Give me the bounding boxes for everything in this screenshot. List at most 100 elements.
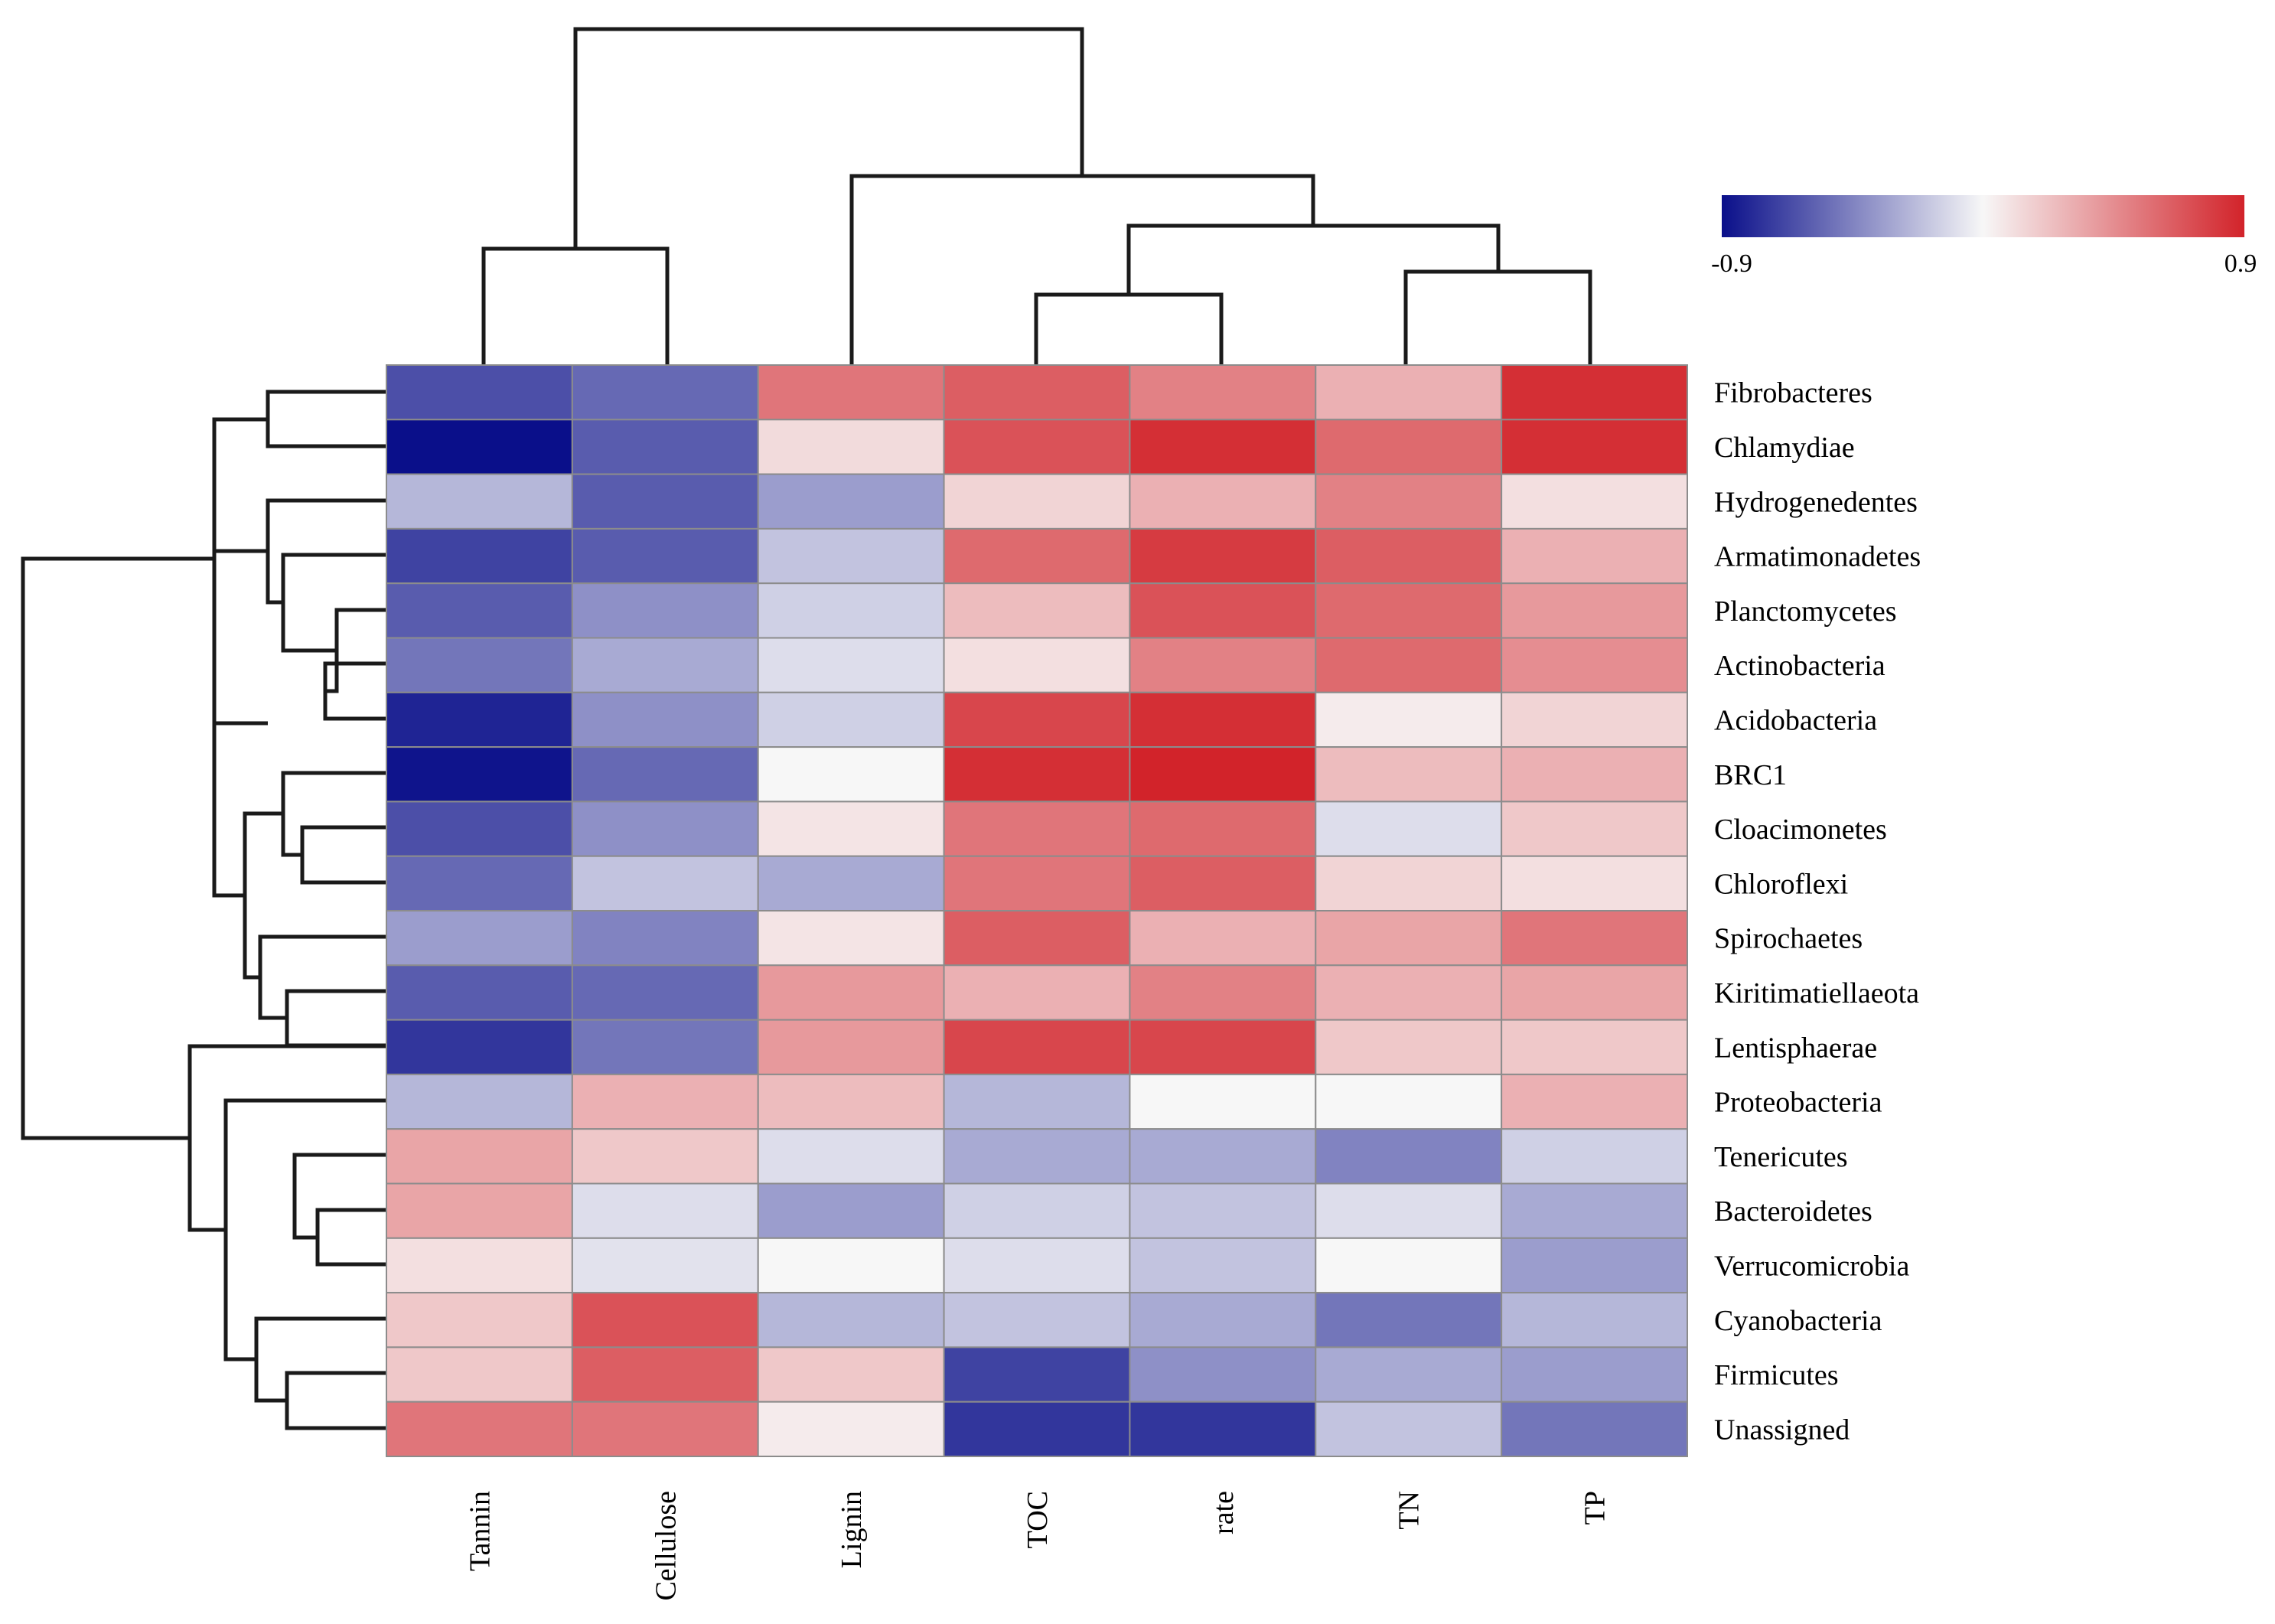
heatmap-cell-spirochaetes-toc: [943, 910, 1131, 967]
heatmap-cell-actinobacteria-rate: [1129, 637, 1317, 693]
heatmap-cell-planctomycetes-tannin: [386, 582, 573, 639]
heatmap-cell-chloroflexi-tn: [1315, 855, 1503, 911]
heatmap-cell-acidobacteria-toc: [943, 691, 1131, 748]
heatmap-cell-acidobacteria-cellulose: [571, 691, 759, 748]
heatmap-cell-cloacimonetes-lignin: [757, 801, 945, 857]
heatmap-cell-armatimonadetes-rate: [1129, 527, 1317, 585]
heatmap-cell-acidobacteria-tannin: [386, 691, 573, 748]
heatmap-cell-proteobacteria-toc: [943, 1073, 1131, 1130]
row-label-planctomycetes: Planctomycetes: [1714, 595, 1896, 628]
row-label-chlamydiae: Chlamydiae: [1714, 432, 1855, 464]
heatmap-cell-planctomycetes-rate: [1129, 582, 1317, 639]
heatmap-cell-chloroflexi-toc: [943, 855, 1131, 911]
heatmap-cell-cloacimonetes-tn: [1315, 801, 1503, 857]
heatmap-cell-brc1-tn: [1315, 746, 1503, 803]
heatmap-cell-unassigned-lignin: [757, 1401, 945, 1457]
heatmap-cell-kiritimatiellaeota-cellulose: [571, 964, 759, 1021]
heatmap-cell-planctomycetes-lignin: [757, 582, 945, 639]
row-label-actinobacteria: Actinobacteria: [1714, 650, 1886, 682]
heatmap-cell-hydrogenedentes-toc: [943, 473, 1131, 530]
heatmap-cell-armatimonadetes-toc: [943, 527, 1131, 585]
heatmap-cell-bacteroidetes-tn: [1315, 1182, 1503, 1239]
column-label-tp: TP: [1579, 1491, 1612, 1525]
heatmap-cell-cyanobacteria-toc: [943, 1292, 1131, 1348]
heatmap-cell-cloacimonetes-tp: [1501, 801, 1688, 857]
heatmap-cell-hydrogenedentes-tannin: [386, 473, 573, 530]
heatmap-cell-kiritimatiellaeota-toc: [943, 964, 1131, 1021]
column-label-lignin: Lignin: [836, 1491, 868, 1568]
heatmap-cell-kiritimatiellaeota-rate: [1129, 964, 1317, 1021]
heatmap-cell-firmicutes-tannin: [386, 1346, 573, 1403]
heatmap-cell-planctomycetes-toc: [943, 582, 1131, 639]
heatmap-cell-chlamydiae-tannin: [386, 419, 573, 475]
heatmap-cell-tenericutes-toc: [943, 1128, 1131, 1185]
heatmap-cell-hydrogenedentes-rate: [1129, 473, 1317, 530]
heatmap-cell-bacteroidetes-tannin: [386, 1182, 573, 1239]
heatmap-cell-chloroflexi-tannin: [386, 855, 573, 911]
heatmap-cell-actinobacteria-lignin: [757, 637, 945, 693]
row-labels: Fibrobacteres Chlamydiae Hydrogenedentes Ar…: [1714, 377, 1921, 1446]
heatmap-cell-lentisphaerae-cellulose: [571, 1019, 759, 1075]
heatmap-cell-firmicutes-cellulose: [571, 1346, 759, 1403]
heatmap-cell-chloroflexi-cellulose: [571, 855, 759, 911]
heatmap-cell-kiritimatiellaeota-tn: [1315, 964, 1503, 1021]
heatmap-cell-unassigned-toc: [943, 1401, 1131, 1457]
heatmap-cell-chlamydiae-tn: [1315, 419, 1503, 475]
heatmap-cell-proteobacteria-tn: [1315, 1073, 1503, 1130]
heatmap-cell-verrucomicrobia-rate: [1129, 1237, 1317, 1294]
heatmap-cell-firmicutes-rate: [1129, 1346, 1317, 1403]
column-label-tn: TN: [1393, 1491, 1426, 1530]
heatmap-cell-actinobacteria-tp: [1501, 637, 1688, 693]
heatmap-cell-firmicutes-toc: [943, 1346, 1131, 1403]
heatmap-cell-acidobacteria-rate: [1129, 691, 1317, 748]
column-dendrogram: [481, 27, 1592, 365]
heatmap-cell-verrucomicrobia-cellulose: [571, 1237, 759, 1294]
heatmap-cell-brc1-toc: [943, 746, 1131, 803]
row-label-proteobacteria: Proteobacteria: [1714, 1087, 1882, 1119]
heatmap-cell-cyanobacteria-lignin: [757, 1292, 945, 1348]
heatmap-cell-chloroflexi-lignin: [757, 855, 945, 911]
heatmap-cell-verrucomicrobia-lignin: [757, 1237, 945, 1294]
column-label-rate: rate: [1208, 1491, 1240, 1534]
heatmap-cell-chloroflexi-rate: [1129, 855, 1317, 911]
heatmap-cell-planctomycetes-cellulose: [571, 582, 759, 639]
heatmap-cell-proteobacteria-tannin: [386, 1073, 573, 1130]
heatmap-cell-cloacimonetes-cellulose: [571, 801, 759, 857]
heatmap-cell-armatimonadetes-tn: [1315, 527, 1503, 585]
heatmap-cell-lentisphaerae-toc: [943, 1019, 1131, 1075]
heatmap-cell-fibrobacteres-tn: [1315, 364, 1503, 421]
row-label-cyanobacteria: Cyanobacteria: [1714, 1305, 1882, 1337]
heatmap-cell-chlamydiae-rate: [1129, 419, 1317, 475]
heatmap-cell-actinobacteria-tn: [1315, 637, 1503, 693]
heatmap-cell-tenericutes-cellulose: [571, 1128, 759, 1185]
heatmap-cell-acidobacteria-tp: [1501, 691, 1688, 748]
heatmap-cell-bacteroidetes-cellulose: [571, 1182, 759, 1239]
heatmap-cell-brc1-rate: [1129, 746, 1317, 803]
heatmap-cell-tenericutes-tp: [1501, 1128, 1688, 1185]
heatmap-cell-kiritimatiellaeota-tp: [1501, 964, 1688, 1021]
heatmap-cell-firmicutes-lignin: [757, 1346, 945, 1403]
heatmap-cell-unassigned-tn: [1315, 1401, 1503, 1457]
heatmap-cell-lentisphaerae-tp: [1501, 1019, 1688, 1075]
heatmap-cell-unassigned-cellulose: [571, 1401, 759, 1457]
row-label-cloacimonetes: Cloacimonetes: [1714, 814, 1887, 846]
heatmap-cell-brc1-tp: [1501, 746, 1688, 803]
heatmap-cell-bacteroidetes-lignin: [757, 1182, 945, 1239]
column-label-tannin: Tannin: [464, 1491, 496, 1571]
legend-max-label: 0.9: [2224, 249, 2257, 278]
legend-gradient-bar: [1722, 195, 2244, 237]
heatmap-cell-actinobacteria-tannin: [386, 637, 573, 693]
heatmap-cell-chloroflexi-tp: [1501, 855, 1688, 911]
heatmap-cell-fibrobacteres-cellulose: [571, 364, 759, 421]
heatmap-cell-cloacimonetes-rate: [1129, 801, 1317, 857]
heatmap-cell-cyanobacteria-tp: [1501, 1292, 1688, 1348]
heatmap-cell-spirochaetes-lignin: [757, 910, 945, 967]
heatmap-cell-acidobacteria-tn: [1315, 691, 1503, 748]
heatmap-cell-kiritimatiellaeota-tannin: [386, 964, 573, 1021]
heatmap-cell-fibrobacteres-lignin: [757, 364, 945, 421]
legend-min-label: -0.9: [1711, 249, 1752, 278]
heatmap-cell-unassigned-tp: [1501, 1401, 1688, 1457]
heatmap-cell-verrucomicrobia-tp: [1501, 1237, 1688, 1294]
heatmap-cell-cyanobacteria-cellulose: [571, 1292, 759, 1348]
